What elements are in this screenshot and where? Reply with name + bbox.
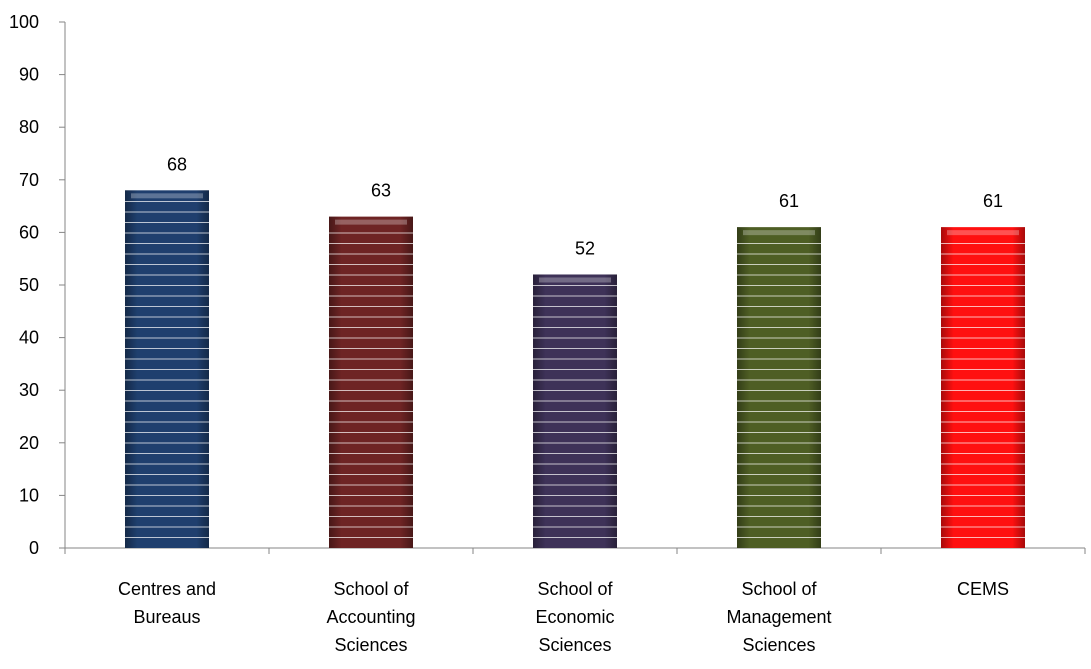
y-tick-label: 30 bbox=[19, 380, 39, 400]
category-label-line: Management bbox=[726, 607, 831, 627]
category-label-line: Sciences bbox=[538, 635, 611, 655]
category-labels-group: Centres and Bureaus School of Accounting Sci… bbox=[118, 579, 1009, 655]
bar-shading bbox=[941, 227, 1025, 548]
category-label-line: Accounting bbox=[326, 607, 415, 627]
bar-top-highlight bbox=[131, 193, 203, 199]
x-axis bbox=[64, 547, 1086, 554]
y-tick-label: 50 bbox=[19, 275, 39, 295]
category-label: CEMS bbox=[957, 579, 1009, 599]
bar-shading bbox=[737, 227, 821, 548]
bar-top-highlight bbox=[743, 230, 815, 236]
y-axis: 0 10 20 30 40 50 60 70 80 90 100 bbox=[9, 12, 66, 558]
bar bbox=[737, 227, 821, 548]
y-tick-label: 60 bbox=[19, 222, 39, 242]
y-tick-label: 0 bbox=[29, 538, 39, 558]
category-label-line: Sciences bbox=[334, 635, 407, 655]
y-tick-label: 90 bbox=[19, 65, 39, 85]
bar bbox=[329, 216, 413, 548]
y-tick-label: 20 bbox=[19, 433, 39, 453]
y-tick-label: 80 bbox=[19, 117, 39, 137]
category-label-line: School of bbox=[741, 579, 817, 599]
y-tick-label: 100 bbox=[9, 12, 39, 32]
data-label: 63 bbox=[371, 181, 391, 201]
category-label-line: Bureaus bbox=[133, 607, 200, 627]
category-label-line: Sciences bbox=[742, 635, 815, 655]
data-label: 61 bbox=[779, 191, 799, 211]
bars-group bbox=[125, 190, 1025, 548]
bar bbox=[533, 274, 617, 548]
y-tick-label: 40 bbox=[19, 328, 39, 348]
data-label: 61 bbox=[983, 191, 1003, 211]
bar-top-highlight bbox=[539, 277, 611, 283]
data-label: 52 bbox=[575, 238, 595, 258]
category-label-line: School of bbox=[333, 579, 409, 599]
category-label: Centres and Bureaus bbox=[118, 579, 216, 627]
bar bbox=[941, 227, 1025, 548]
category-label-line: Economic bbox=[535, 607, 614, 627]
data-label: 68 bbox=[167, 154, 187, 174]
bar-top-highlight bbox=[335, 219, 407, 225]
y-tick-label: 10 bbox=[19, 485, 39, 505]
category-label: School of Accounting Sciences bbox=[326, 579, 415, 655]
y-tick-label: 70 bbox=[19, 170, 39, 190]
category-label-line: Centres and bbox=[118, 579, 216, 599]
bar bbox=[125, 190, 209, 548]
category-label-line: CEMS bbox=[957, 579, 1009, 599]
category-label: School of Economic Sciences bbox=[535, 579, 614, 655]
data-labels-group: 68 63 52 61 61 bbox=[167, 154, 1003, 258]
bar-shading bbox=[329, 216, 413, 548]
bar-top-highlight bbox=[947, 230, 1019, 236]
category-label-line: School of bbox=[537, 579, 613, 599]
category-label: School of Management Sciences bbox=[726, 579, 831, 655]
